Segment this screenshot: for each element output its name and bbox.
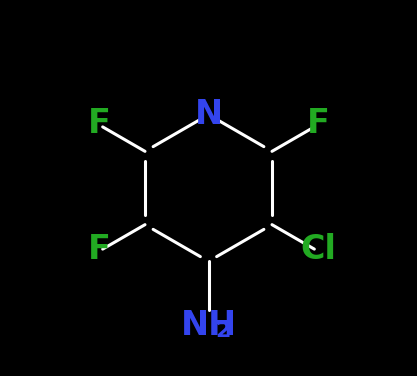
- Text: F: F: [88, 107, 111, 139]
- Text: Cl: Cl: [300, 233, 336, 265]
- Text: F: F: [88, 233, 111, 265]
- Text: NH: NH: [181, 309, 236, 342]
- Text: 2: 2: [215, 321, 231, 341]
- Text: N: N: [194, 98, 223, 131]
- Text: F: F: [306, 107, 329, 139]
